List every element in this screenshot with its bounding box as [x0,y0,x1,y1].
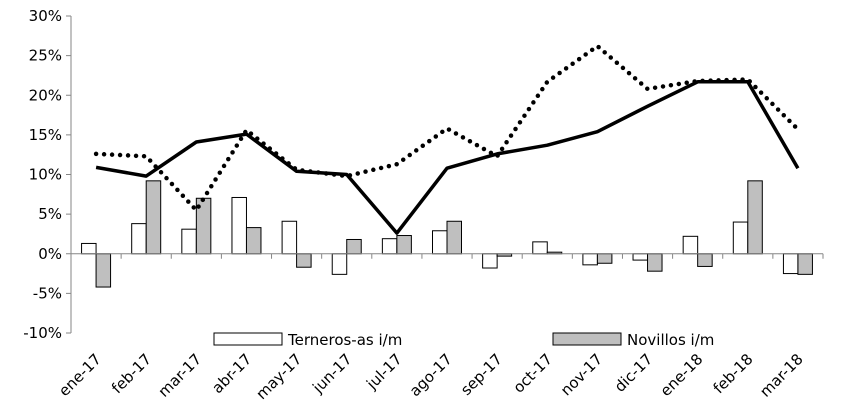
y-tick-label: 15% [29,126,62,144]
bar-novillos [396,235,412,255]
x-tick-label: nov-17 [557,350,606,399]
line-series-dotted [93,43,801,213]
bar-terneros [632,253,649,261]
x-tick-label: dic-17 [611,350,657,396]
bar-terneros [532,241,548,255]
bar-terneros [482,253,498,269]
bar-novillos [446,220,462,255]
legend-swatch-terneros [213,332,283,346]
legend-swatch-novillos [552,332,622,346]
bar-terneros [782,253,799,275]
y-tick-label: -5% [33,284,62,302]
y-tick-label: 20% [29,86,62,104]
y-tick-label: 10% [29,166,62,184]
y-tick-label: 30% [29,7,62,25]
x-tick-label: mar-17 [155,350,206,401]
x-tick-label: ago-17 [406,350,456,400]
x-tick-label: ene-18 [657,350,707,400]
bar-novillos [145,180,162,255]
bar-terneros [732,221,749,255]
bar-novillos [245,227,262,255]
y-tick-label: -10% [23,324,62,342]
y-tick-label: 5% [38,205,62,223]
x-tick-label: may-17 [252,350,305,402]
bar-novillos [697,253,713,267]
y-tick-label: 25% [29,47,62,65]
bar-terneros [432,230,448,255]
bar-novillos [797,253,813,275]
bar-terneros [231,196,247,255]
x-tick-label: feb-18 [710,350,757,397]
bar-novillos [296,253,312,268]
legend-label-terneros: Terneros-as i/m [287,331,402,349]
bar-terneros [281,220,298,255]
x-tick-label: mar-18 [756,350,807,401]
bar-novillos [747,180,763,255]
bar-terneros [682,235,699,255]
bar-novillos [95,253,112,288]
bar-terneros [181,228,197,255]
bar-novillos [647,253,663,272]
y-tick-label: 0% [38,245,62,263]
x-tick-label: oct-17 [510,350,557,397]
x-tick-label: jul-17 [362,350,405,393]
x-tick-label: feb-17 [108,350,155,397]
bar-terneros [582,253,598,266]
bar-terneros [81,242,97,255]
x-tick-label: abr-17 [208,350,255,397]
x-tick-label: jun-17 [308,350,355,397]
bar-terneros [131,223,147,255]
line-series-solid [95,80,800,235]
x-tick-label: ene-17 [55,350,105,400]
legend-label-novillos: Novillos i/m [627,331,714,349]
bar-terneros [331,253,348,275]
bar-novillos [346,238,362,255]
x-tick-label: sep-17 [457,350,506,399]
bar-terneros [381,238,398,255]
bar-novillos [596,253,613,264]
